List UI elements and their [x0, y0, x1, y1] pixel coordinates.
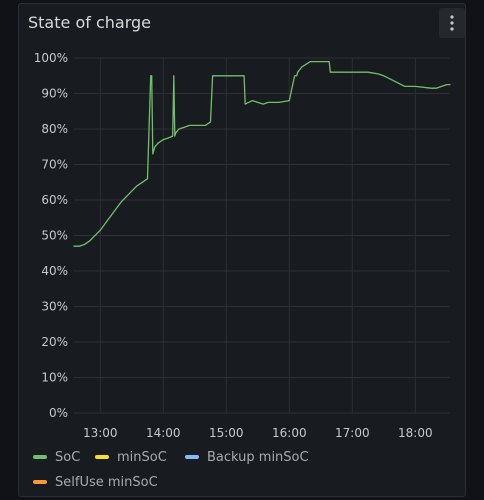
- legend-item-minsoc[interactable]: minSoC: [95, 450, 167, 465]
- y-tick-label: 90%: [41, 87, 68, 101]
- legend-swatch-soc: [33, 454, 47, 459]
- y-tick-label: 20%: [41, 335, 68, 349]
- x-tick-label: 18:00: [398, 426, 433, 440]
- y-tick-label: 50%: [41, 229, 68, 243]
- y-tick-label: 80%: [41, 122, 68, 136]
- y-tick-label: 60%: [41, 193, 68, 207]
- legend-item-selfuse-minsoc[interactable]: SelfUse minSoC: [33, 475, 158, 490]
- y-tick-label: 10%: [41, 371, 68, 385]
- legend-label-soc: SoC: [55, 450, 81, 465]
- y-tick-label: 30%: [41, 300, 68, 314]
- legend-label-backup-minsoc: Backup minSoC: [207, 450, 309, 465]
- legend-swatch-minsoc: [95, 454, 109, 459]
- y-tick-label: 0%: [49, 406, 68, 420]
- panel-title: State of charge: [28, 13, 151, 32]
- legend-label-selfuse-minsoc: SelfUse minSoC: [55, 475, 158, 490]
- legend-swatch-backup-minsoc: [185, 454, 199, 459]
- x-tick-label: 15:00: [209, 426, 244, 440]
- panel-menu-button[interactable]: [439, 8, 465, 38]
- x-tick-label: 14:00: [146, 426, 181, 440]
- chart-panel: State of charge: [18, 3, 466, 497]
- legend-swatch-selfuse-minsoc: [33, 479, 47, 484]
- y-tick-label: 40%: [41, 264, 68, 278]
- x-tick-label: 17:00: [335, 426, 370, 440]
- x-tick-label: 13:00: [83, 426, 118, 440]
- legend-label-minsoc: minSoC: [117, 450, 167, 465]
- legend-item-backup-minsoc[interactable]: Backup minSoC: [185, 450, 309, 465]
- series-line-soc: [73, 60, 451, 247]
- y-tick-label: 100%: [34, 51, 68, 65]
- x-tick-label: 16:00: [272, 426, 307, 440]
- kebab-menu-icon: [450, 15, 454, 31]
- y-tick-label: 70%: [41, 158, 68, 172]
- legend-item-soc[interactable]: SoC: [33, 450, 80, 465]
